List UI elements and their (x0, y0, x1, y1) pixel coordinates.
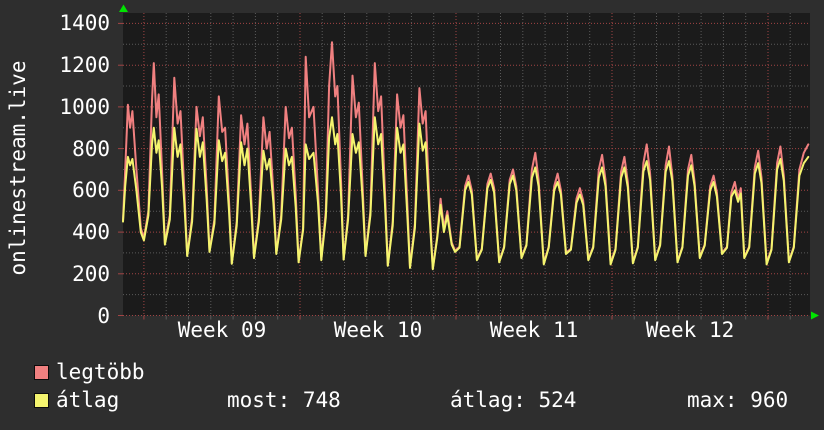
week-label: Week 09 (177, 318, 267, 342)
y-tick-label: 0 (97, 304, 110, 328)
y-tick-label: 1200 (59, 53, 110, 77)
up-arrow-icon (119, 4, 128, 12)
series-line-atlag (122, 116, 810, 271)
y-tick-label: 200 (72, 262, 110, 286)
stat-max: max: 960 (687, 388, 789, 412)
y-tick-label: 1000 (59, 95, 110, 119)
week-label: Week 10 (333, 318, 423, 342)
chart-plot (118, 4, 819, 320)
week-label: Week 12 (645, 318, 735, 342)
plot-background (123, 13, 810, 316)
legend-swatch-atlag (34, 393, 49, 408)
stat-atlag: átlag: 524 (450, 388, 577, 412)
y-tick-label: 800 (72, 137, 110, 161)
legend-label-atlag: átlag (56, 388, 120, 412)
y-tick-label: 400 (72, 220, 110, 244)
right-arrow-icon (811, 311, 819, 320)
y-tick-label: 1400 (59, 11, 110, 35)
stat-most: most: 748 (227, 388, 341, 412)
legend-label-legtobb: legtöbb (56, 360, 145, 384)
legend-swatch-legtobb (34, 365, 49, 380)
y-axis-label: onlinestream.live (6, 60, 30, 276)
week-label: Week 11 (489, 318, 579, 342)
y-tick-label: 600 (72, 178, 110, 202)
